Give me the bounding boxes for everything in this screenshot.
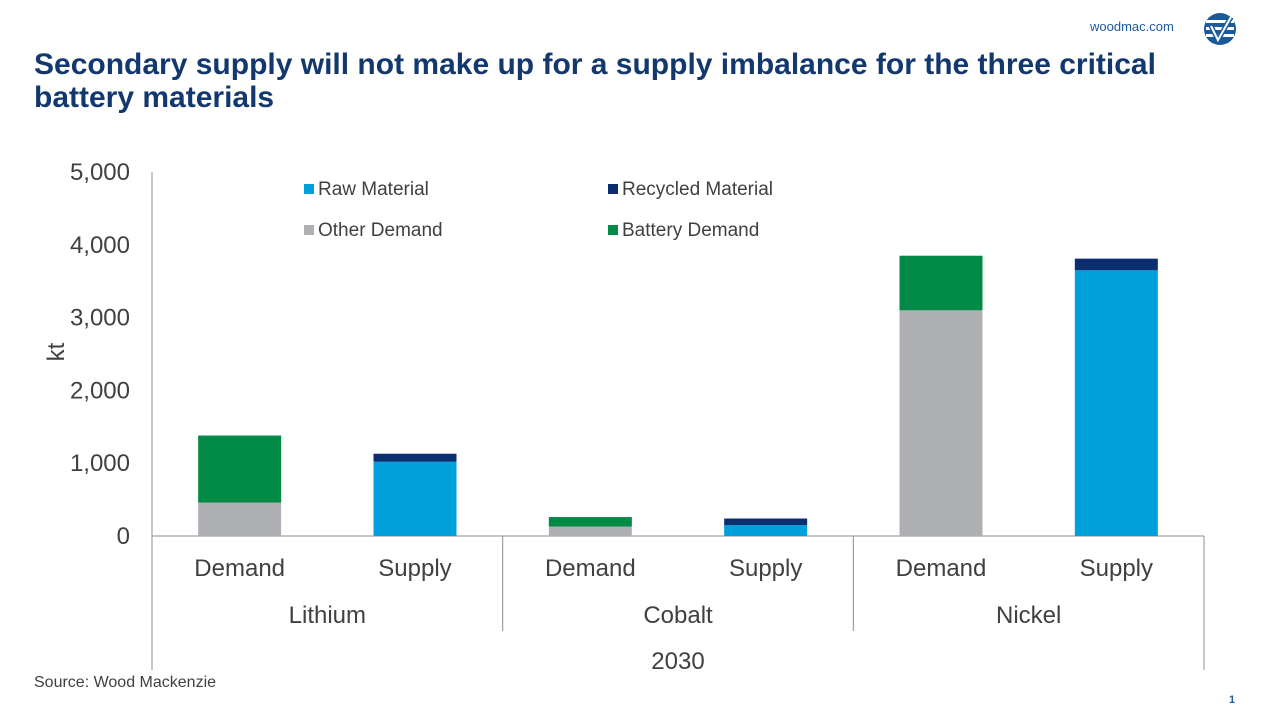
- y-tick-label: 5,000: [70, 159, 130, 186]
- legend-label-other-demand: Other Demand: [318, 220, 443, 241]
- x-tick-label: Supply: [378, 555, 451, 582]
- group-label: Lithium: [289, 602, 366, 629]
- bar-raw-material: [724, 525, 808, 536]
- y-tick-label: 4,000: [70, 232, 130, 259]
- brand-url[interactable]: woodmac.com: [1090, 19, 1174, 34]
- x-tick-label: Supply: [729, 555, 802, 582]
- y-tick-label: 1,000: [70, 450, 130, 477]
- bar-raw-material: [1074, 270, 1158, 536]
- group-label: Cobalt: [643, 602, 713, 629]
- outer-axis-label: 2030: [651, 648, 704, 675]
- bar-recycled-material: [724, 518, 808, 526]
- x-tick-label: Demand: [896, 555, 987, 582]
- bar-battery-demand: [548, 517, 632, 527]
- bar-other-demand: [548, 526, 632, 536]
- legend-swatch-raw-material: [304, 184, 314, 194]
- woodmac-logo-icon: [1203, 12, 1237, 51]
- x-tick-label: Supply: [1080, 555, 1153, 582]
- bar-recycled-material: [373, 453, 457, 462]
- legend-swatch-recycled-material: [608, 184, 618, 194]
- page-number: 1: [1229, 694, 1236, 706]
- x-tick-label: Demand: [545, 555, 636, 582]
- page-title: Secondary supply will not make up for a …: [34, 48, 1156, 114]
- y-axis-title: kt: [43, 342, 70, 361]
- y-tick-label: 2,000: [70, 377, 130, 404]
- legend-swatch-battery-demand: [608, 225, 618, 235]
- bar-raw-material: [373, 461, 457, 536]
- bar-battery-demand: [198, 435, 282, 503]
- y-tick-label: 3,000: [70, 305, 130, 332]
- legend-label-recycled-material: Recycled Material: [622, 179, 773, 200]
- x-tick-label: Demand: [194, 555, 285, 582]
- legend-label-raw-material: Raw Material: [318, 179, 429, 200]
- legend-label-battery-demand: Battery Demand: [622, 220, 759, 241]
- group-label: Nickel: [996, 602, 1061, 629]
- y-tick-label: 0: [117, 523, 130, 550]
- bar-other-demand: [899, 310, 983, 536]
- bar-other-demand: [198, 502, 282, 536]
- legend-swatch-other-demand: [304, 225, 314, 235]
- bar-battery-demand: [899, 255, 983, 311]
- bar-recycled-material: [1074, 258, 1158, 271]
- source-note: Source: Wood Mackenzie: [34, 674, 217, 691]
